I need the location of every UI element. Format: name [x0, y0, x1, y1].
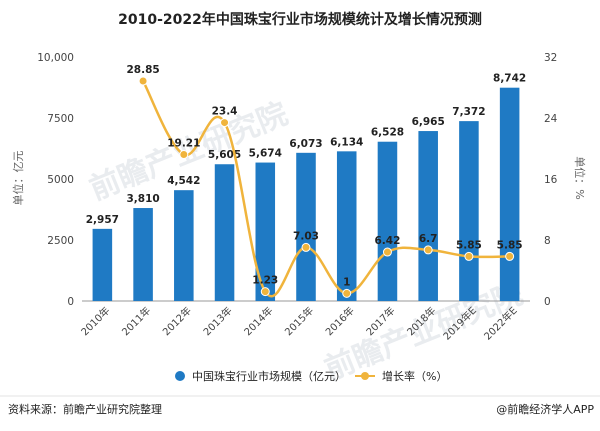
legend-line-marker: [361, 372, 369, 380]
x-tick-label: 2013年: [200, 304, 234, 338]
rate-point: [342, 288, 352, 298]
bar: [499, 87, 520, 302]
y-tick-label: 10,000: [37, 52, 74, 64]
rate-value-label: 6.7: [419, 233, 438, 245]
bar-value-label: 5,674: [249, 148, 282, 160]
x-tick-label: 2015年: [282, 304, 316, 338]
bar: [92, 228, 113, 301]
x-tick-label: 2012年: [160, 304, 194, 338]
y2-tick-label: 16: [544, 174, 558, 186]
bar-value-label: 7,372: [452, 106, 485, 118]
rate-point: [301, 242, 311, 252]
bar-value-label: 3,810: [126, 193, 159, 205]
y2-tick-label: 24: [544, 113, 558, 125]
rate-point: [220, 118, 230, 128]
bar-value-label: 8,742: [493, 73, 526, 85]
rate-value-label: 23.4: [212, 106, 238, 118]
bar: [174, 190, 194, 301]
y2-axis-label: 单位：%: [573, 156, 587, 199]
bar: [214, 164, 235, 301]
rate-value-label: 1.23: [252, 275, 278, 287]
rate-value-label: 5.85: [497, 239, 523, 251]
bar-value-label: 6,073: [289, 138, 322, 150]
x-tick-label: 2011年: [119, 304, 153, 338]
rate-value-label: 7.03: [293, 230, 319, 242]
y-axis-right: 0 8 16 24 32: [544, 52, 558, 308]
rate-point: [179, 150, 189, 160]
bar-value-label: 6,134: [330, 136, 363, 148]
footer-source: 资料来源：前瞻产业研究院整理: [8, 402, 162, 416]
rate-point: [505, 251, 515, 261]
bar-value-label: 6,528: [371, 127, 404, 139]
y2-tick-label: 32: [544, 52, 557, 64]
rate-value-label: 28.85: [126, 64, 159, 76]
rate-value-label: 6.42: [374, 235, 400, 247]
y2-tick-label: 8: [544, 235, 551, 247]
y-axis-left: 0 2500 5000 7500 10,000: [37, 52, 74, 308]
y-axis-label: 单位：亿元: [11, 151, 25, 206]
rate-point: [260, 287, 270, 297]
rate-value-label: 1: [343, 276, 350, 288]
bar: [418, 131, 438, 301]
bar: [133, 208, 153, 301]
rate-point: [138, 76, 148, 86]
legend-bar-label: 中国珠宝行业市场规模（亿元）: [192, 369, 346, 383]
bar: [377, 141, 398, 301]
bar: [296, 152, 316, 301]
bar-value-label: 4,542: [167, 175, 200, 187]
y-tick-label: 5000: [47, 174, 74, 186]
bar-value-label: 6,965: [412, 116, 445, 128]
bar: [255, 162, 276, 301]
x-tick-label: 2014年: [241, 304, 275, 338]
legend: 中国珠宝行业市场规模（亿元） 增长率（%）: [175, 369, 447, 383]
rate-series: 28.85 19.21 23.4 1.23 7.03 1 6.42 6.7 5.85 5.85: [126, 64, 523, 298]
chart-title: 2010-2022年中国珠宝行业市场规模统计及增长情况预测: [118, 11, 482, 28]
bar: [336, 151, 357, 301]
rate-point: [382, 247, 392, 257]
y-tick-label: 7500: [47, 113, 74, 125]
rate-value-label: 19.21: [167, 138, 200, 150]
rate-value-label: 5.85: [456, 239, 482, 251]
bar-value-label: 2,957: [86, 214, 119, 226]
rate-point: [464, 251, 474, 261]
y-tick-label: 0: [67, 296, 74, 308]
footer-credit: @前瞻经济学人APP: [496, 402, 594, 416]
y2-tick-label: 0: [544, 296, 551, 308]
rate-point: [423, 245, 433, 255]
legend-bar-marker: [175, 371, 185, 381]
y-tick-label: 2500: [47, 235, 74, 247]
bar: [459, 121, 479, 301]
legend-line-label: 增长率（%）: [382, 369, 447, 383]
x-tick-label: 2016年: [323, 304, 357, 338]
x-tick-label: 2010年: [78, 304, 112, 338]
